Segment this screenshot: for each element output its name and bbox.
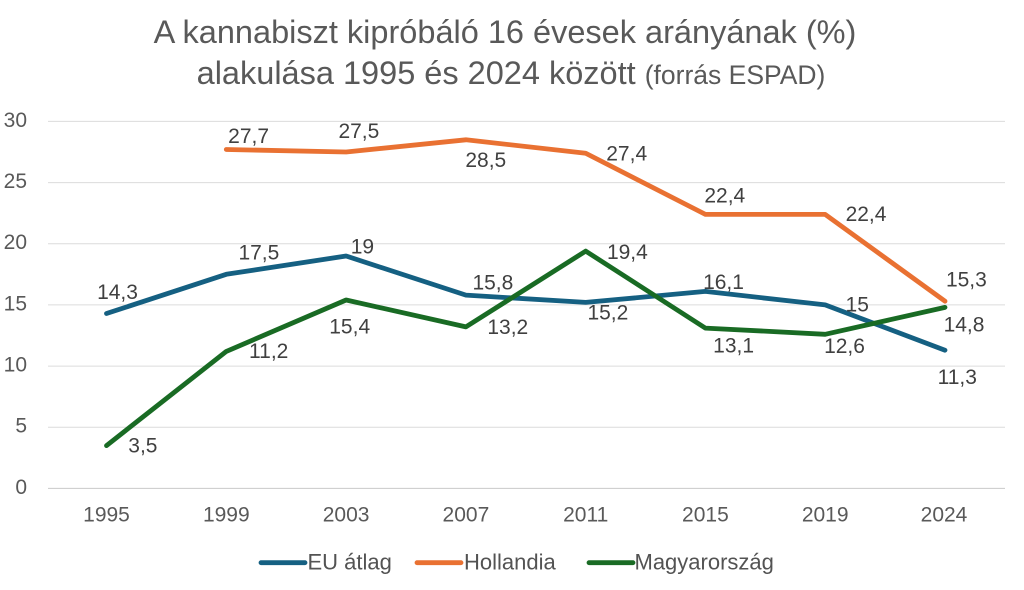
svg-text:5: 5	[15, 415, 27, 438]
svg-text:15,2: 15,2	[587, 301, 628, 324]
svg-text:27,5: 27,5	[338, 120, 379, 143]
svg-text:EU átlag: EU átlag	[308, 550, 392, 575]
svg-text:12,6: 12,6	[824, 335, 865, 358]
svg-text:14,8: 14,8	[944, 314, 985, 337]
svg-text:alakulása 1995 és 2024 között: alakulása 1995 és 2024 között (forrás ES…	[197, 55, 826, 91]
svg-text:15: 15	[4, 292, 27, 315]
svg-text:17,5: 17,5	[238, 242, 279, 265]
svg-text:2011: 2011	[563, 503, 608, 526]
svg-text:15,4: 15,4	[329, 315, 370, 338]
svg-text:3,5: 3,5	[128, 435, 157, 458]
svg-text:2003: 2003	[323, 503, 370, 526]
svg-text:Magyarország: Magyarország	[635, 550, 774, 575]
svg-text:22,4: 22,4	[846, 203, 887, 226]
svg-text:Hollandia: Hollandia	[464, 550, 556, 575]
svg-text:2007: 2007	[443, 503, 490, 526]
svg-text:2015: 2015	[682, 503, 729, 526]
svg-text:20: 20	[4, 231, 27, 254]
svg-text:A kannabiszt kipróbáló 16 éves: A kannabiszt kipróbáló 16 évesek arányán…	[154, 14, 857, 50]
svg-text:15: 15	[846, 294, 869, 317]
svg-text:15,3: 15,3	[946, 268, 987, 291]
svg-text:2024: 2024	[921, 503, 968, 526]
svg-text:2019: 2019	[802, 503, 849, 526]
svg-text:19,4: 19,4	[607, 241, 648, 264]
svg-text:25: 25	[4, 170, 27, 193]
svg-text:19: 19	[351, 236, 374, 259]
svg-text:11,3: 11,3	[938, 366, 977, 389]
svg-text:15,8: 15,8	[472, 272, 513, 295]
svg-text:27,4: 27,4	[606, 142, 647, 165]
svg-text:1995: 1995	[83, 503, 130, 526]
svg-text:14,3: 14,3	[97, 281, 138, 304]
svg-text:30: 30	[4, 109, 27, 132]
svg-text:11,2: 11,2	[249, 340, 288, 363]
svg-text:13,2: 13,2	[487, 316, 528, 339]
svg-text:13,1: 13,1	[713, 334, 754, 357]
svg-text:16,1: 16,1	[703, 271, 744, 294]
svg-text:27,7: 27,7	[228, 125, 269, 148]
svg-text:28,5: 28,5	[465, 149, 506, 172]
svg-text:22,4: 22,4	[704, 184, 745, 207]
svg-text:0: 0	[15, 476, 27, 499]
svg-text:1999: 1999	[203, 503, 250, 526]
svg-text:10: 10	[4, 354, 27, 377]
